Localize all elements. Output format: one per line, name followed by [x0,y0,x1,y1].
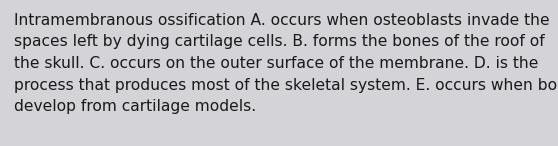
Text: Intramembranous ossification A. occurs when osteoblasts invade the
spaces left b: Intramembranous ossification A. occurs w… [13,13,558,114]
